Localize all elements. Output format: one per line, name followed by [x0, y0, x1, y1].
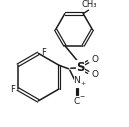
Text: F: F	[10, 85, 15, 94]
Text: −: −	[80, 93, 85, 98]
Text: +: +	[80, 81, 85, 86]
Text: F: F	[41, 48, 46, 57]
Text: CH₃: CH₃	[81, 0, 97, 9]
Text: N: N	[74, 76, 80, 85]
Text: S: S	[76, 61, 85, 74]
Text: C: C	[74, 97, 80, 106]
Text: O: O	[92, 70, 99, 79]
Text: O: O	[92, 55, 99, 64]
